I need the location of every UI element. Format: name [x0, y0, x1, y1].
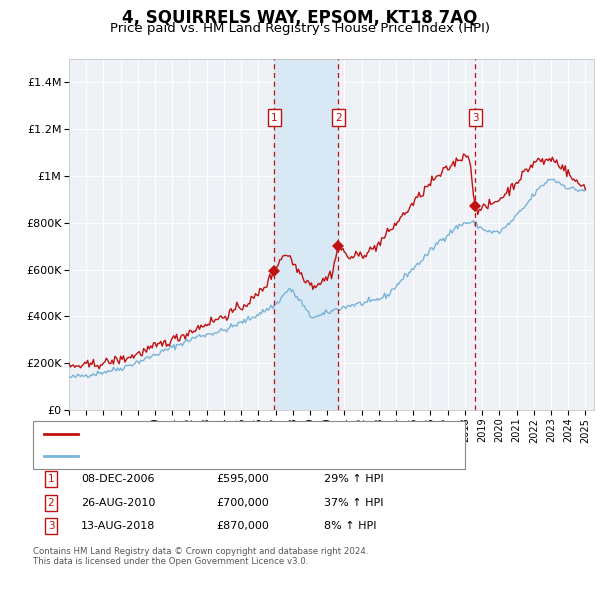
Text: 37% ↑ HPI: 37% ↑ HPI — [324, 498, 383, 507]
Text: 8% ↑ HPI: 8% ↑ HPI — [324, 522, 377, 531]
Text: 1: 1 — [271, 113, 278, 123]
Text: Contains HM Land Registry data © Crown copyright and database right 2024.: Contains HM Land Registry data © Crown c… — [33, 547, 368, 556]
Text: This data is licensed under the Open Government Licence v3.0.: This data is licensed under the Open Gov… — [33, 558, 308, 566]
Text: HPI: Average price, detached house, Epsom and Ewell: HPI: Average price, detached house, Epso… — [82, 451, 364, 461]
Text: 2: 2 — [335, 113, 341, 123]
Text: 13-AUG-2018: 13-AUG-2018 — [81, 522, 155, 531]
Text: 08-DEC-2006: 08-DEC-2006 — [81, 474, 155, 484]
Text: £595,000: £595,000 — [216, 474, 269, 484]
Text: 29% ↑ HPI: 29% ↑ HPI — [324, 474, 383, 484]
Text: 3: 3 — [47, 522, 55, 531]
Text: £700,000: £700,000 — [216, 498, 269, 507]
Text: 26-AUG-2010: 26-AUG-2010 — [81, 498, 155, 507]
Text: 1: 1 — [47, 474, 55, 484]
Text: 4, SQUIRRELS WAY, EPSOM, KT18 7AQ: 4, SQUIRRELS WAY, EPSOM, KT18 7AQ — [122, 9, 478, 27]
Text: Price paid vs. HM Land Registry's House Price Index (HPI): Price paid vs. HM Land Registry's House … — [110, 22, 490, 35]
Text: 2: 2 — [47, 498, 55, 507]
Text: £870,000: £870,000 — [216, 522, 269, 531]
Bar — [274, 59, 338, 410]
Text: 4, SQUIRRELS WAY, EPSOM, KT18 7AQ (detached house): 4, SQUIRRELS WAY, EPSOM, KT18 7AQ (detac… — [82, 429, 374, 439]
Text: 3: 3 — [472, 113, 479, 123]
